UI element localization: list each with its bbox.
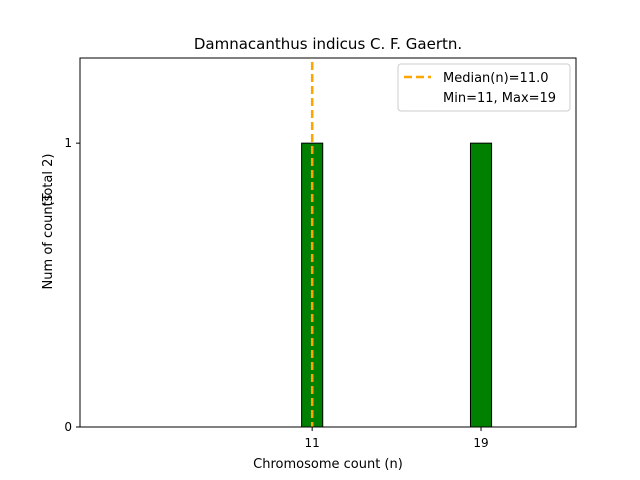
bar-19 (469, 142, 493, 428)
x-ticks: 11 19 (305, 427, 489, 450)
x-axis-label: Chromosome count (n) (253, 457, 403, 472)
bars-group (301, 142, 493, 428)
legend-range-label: Min=11, Max=19 (443, 91, 556, 106)
chart-title: Damnacanthus indicus C. F. Gaertn. (194, 35, 462, 53)
x-tick-label-11: 11 (305, 436, 320, 450)
y-ticks: 01 (64, 136, 80, 434)
y-axis-label: Num of counts (41, 194, 56, 289)
legend: Median(n)=11.0 Min=11, Max=19 (397, 63, 571, 112)
y-tick-label-1: 1 (64, 136, 72, 150)
y-tick-label-0: 0 (64, 420, 72, 434)
plot-frame (79, 57, 577, 428)
legend-median-label: Median(n)=11.0 (443, 71, 549, 86)
y-axis-total-label: (Total 2) (41, 154, 56, 207)
x-tick-label-19: 19 (473, 436, 488, 450)
legend-box (397, 63, 571, 112)
